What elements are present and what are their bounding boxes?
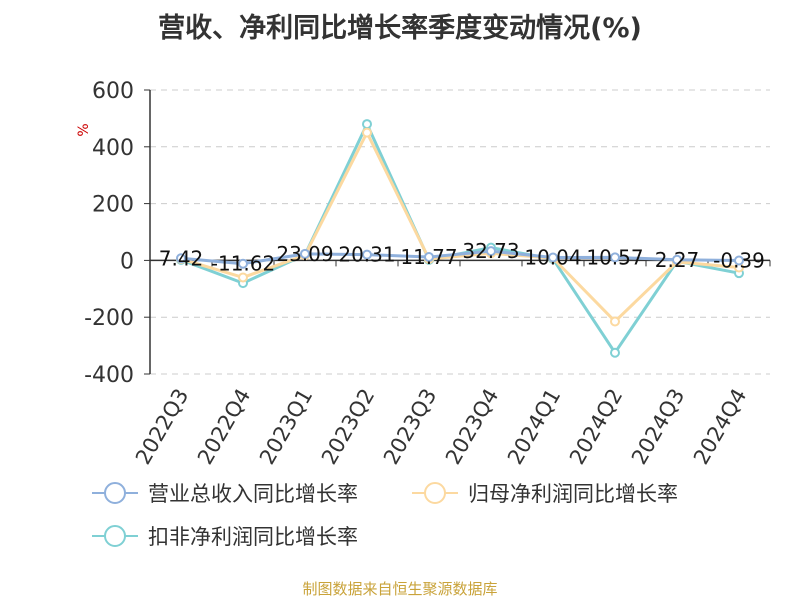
- data-point[interactable]: [362, 127, 372, 138]
- data-labels: 7.42 -11.62 23.09 20.31 11.77 32.73 10.04 10.57…: [159, 239, 765, 276]
- data-point[interactable]: [300, 248, 310, 259]
- x-tick-label: 2023Q3: [379, 385, 441, 469]
- legend-label-net-profit: 归母净利润同比增长率: [468, 482, 678, 506]
- legend-marker-revenue: [92, 482, 138, 504]
- legend-marker-net-profit: [412, 482, 458, 504]
- data-label: -11.62: [211, 252, 275, 276]
- data-point[interactable]: [610, 316, 620, 327]
- data-label: 10.04: [524, 246, 581, 270]
- data-point[interactable]: [362, 249, 372, 260]
- chart-title: 营收、净利同比增长率季度变动情况(%): [158, 13, 642, 44]
- source-note: 制图数据来自恒生聚源数据库: [302, 580, 498, 598]
- legend-item-deducted-profit[interactable]: 扣非净利润同比增长率: [90, 521, 358, 551]
- x-tick-label: 2023Q2: [317, 385, 379, 469]
- y-tick-label: 0: [120, 249, 134, 274]
- series-line: [180, 249, 740, 266]
- y-tick-label: -400: [84, 363, 134, 388]
- data-point[interactable]: [548, 252, 558, 263]
- data-point[interactable]: [610, 252, 620, 263]
- data-point[interactable]: [734, 255, 744, 266]
- y-tick-label: 200: [92, 193, 134, 218]
- data-label: 10.57: [586, 245, 643, 269]
- data-label: 32.73: [462, 239, 519, 263]
- series-line: [180, 122, 740, 355]
- x-tick-label: 2024Q2: [565, 385, 627, 469]
- x-tick-label: 2023Q1: [255, 385, 317, 469]
- data-point[interactable]: [672, 254, 682, 265]
- x-tick-label: 2024Q4: [689, 385, 751, 469]
- y-tick-label: 400: [92, 136, 134, 161]
- x-tick-label: 2024Q3: [627, 385, 689, 469]
- series-lines: [176, 119, 744, 358]
- legend-item-net-profit[interactable]: 归母净利润同比增长率: [410, 478, 678, 508]
- data-label: -0.39: [713, 249, 765, 273]
- legend-marker-deducted-profit: [92, 525, 138, 547]
- data-point[interactable]: [362, 119, 372, 130]
- data-label: 20.31: [338, 243, 395, 267]
- x-tick-label: 2024Q1: [503, 385, 565, 469]
- data-label: 2.27: [655, 248, 700, 272]
- y-tick-label: -200: [84, 306, 134, 331]
- legend-item-revenue[interactable]: 营业总收入同比增长率: [90, 478, 358, 508]
- legend-label-deducted-profit: 扣非净利润同比增长率: [148, 525, 358, 549]
- data-label: 7.42: [159, 246, 204, 270]
- data-point[interactable]: [238, 272, 248, 283]
- data-label: 11.77: [400, 245, 457, 269]
- data-point[interactable]: [424, 252, 434, 263]
- data-point[interactable]: [238, 258, 248, 269]
- legend-label-revenue: 营业总收入同比增长率: [148, 482, 358, 506]
- y-axis-unit: %: [76, 123, 92, 136]
- series-line: [180, 131, 740, 323]
- data-label: 23.09: [276, 242, 333, 266]
- x-tick-label: 2022Q4: [193, 385, 255, 469]
- y-tick-label: 600: [92, 79, 134, 104]
- x-tick-label: 2022Q3: [131, 385, 193, 469]
- data-point[interactable]: [176, 253, 186, 264]
- data-point[interactable]: [610, 347, 620, 358]
- x-tick-label: 2023Q4: [441, 385, 503, 469]
- grid-lines: [150, 89, 770, 375]
- data-point[interactable]: [486, 246, 496, 257]
